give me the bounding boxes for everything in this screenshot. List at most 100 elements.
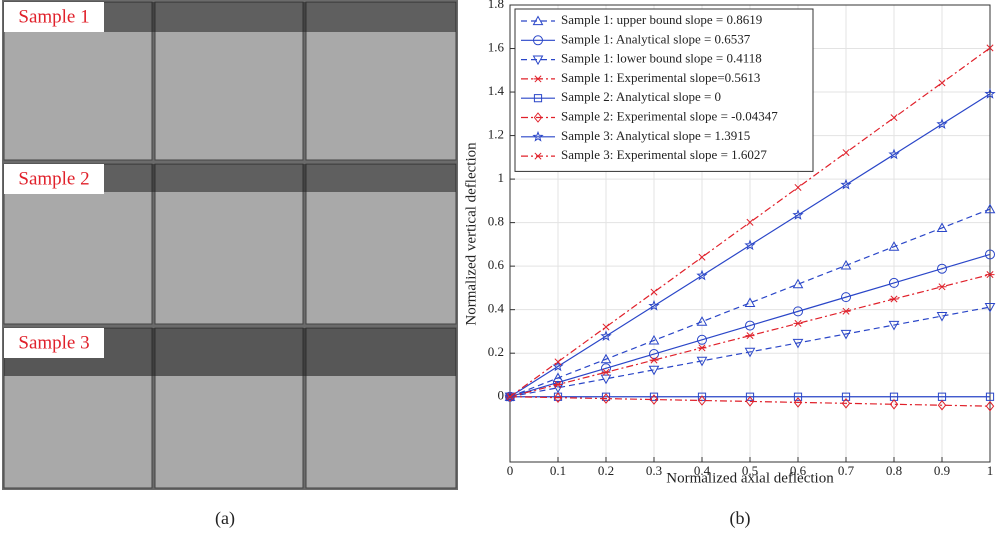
legend-box <box>514 8 814 172</box>
marker <box>745 396 755 407</box>
y-tick-label: 1.8 <box>488 0 504 11</box>
marker <box>841 292 852 303</box>
marker <box>506 393 514 401</box>
x-tick-label: 1 <box>987 463 994 478</box>
marker <box>648 299 660 311</box>
marker <box>985 400 995 412</box>
marker <box>554 358 562 366</box>
marker <box>984 302 996 313</box>
marker <box>793 319 803 327</box>
series-line <box>509 306 991 398</box>
legend-marker <box>534 152 542 160</box>
y-axis-label: Normalized vertical deflection <box>463 142 479 326</box>
marker <box>986 44 994 52</box>
sample-label: Sample 1 <box>18 6 89 27</box>
series-line <box>509 396 991 407</box>
marker <box>842 149 850 157</box>
x-tick-label: 0.5 <box>742 463 758 478</box>
marker <box>793 306 804 317</box>
marker <box>841 398 851 409</box>
plot-frame <box>509 4 991 463</box>
marker <box>937 283 947 291</box>
marker <box>890 114 898 122</box>
x-tick-label: 0.9 <box>934 463 950 478</box>
marker <box>696 269 708 281</box>
marker <box>650 288 658 296</box>
marker <box>888 320 900 331</box>
x-tick-label: 0 <box>507 463 514 478</box>
legend-label: Sample 2: Analytical slope = 0 <box>561 89 721 104</box>
marker <box>696 356 708 367</box>
marker <box>985 271 995 279</box>
marker <box>744 239 756 251</box>
marker <box>793 392 803 401</box>
marker <box>937 263 948 274</box>
legend-label: Sample 1: upper bound slope = 0.8619 <box>561 12 762 27</box>
marker <box>889 392 899 401</box>
marker <box>504 390 516 402</box>
marker <box>553 392 563 403</box>
y-tick-label: 1.6 <box>488 40 505 55</box>
label-box <box>4 164 104 194</box>
x-tick-label: 0.6 <box>790 463 807 478</box>
marker <box>649 356 659 364</box>
legend-label: Sample 2: Experimental slope = -0.04347 <box>561 108 778 123</box>
legend-label: Sample 3: Analytical slope = 1.3915 <box>561 128 750 143</box>
sample-label: Sample 3 <box>18 332 89 353</box>
series-line <box>509 253 991 398</box>
x-tick-label: 0.8 <box>886 463 902 478</box>
y-tick-label: 1.2 <box>488 127 504 142</box>
legend-marker <box>533 94 543 103</box>
marker <box>601 393 611 404</box>
marker <box>937 399 947 411</box>
legend-marker <box>532 130 544 142</box>
marker <box>600 374 612 385</box>
marker <box>984 203 996 214</box>
marker <box>649 394 659 405</box>
marker <box>937 392 947 401</box>
marker <box>553 377 564 388</box>
x-tick-label: 0.2 <box>598 463 614 478</box>
sample-label: Sample 2 <box>18 168 89 189</box>
marker <box>794 183 802 191</box>
legend-marker <box>533 35 544 46</box>
y-tick-label: 0.4 <box>488 301 505 316</box>
y-tick-label: 0.8 <box>488 214 504 229</box>
legend-marker <box>533 75 543 83</box>
marker <box>600 330 612 341</box>
marker <box>840 329 852 340</box>
label-box <box>4 2 104 32</box>
caption: (a) <box>215 508 235 529</box>
marker <box>792 338 804 349</box>
series-line <box>509 208 991 398</box>
y-tick-label: 1.4 <box>488 83 505 98</box>
marker <box>841 307 851 315</box>
marker <box>744 347 756 358</box>
marker <box>744 297 756 308</box>
legend-marker <box>532 15 544 26</box>
marker <box>841 392 851 401</box>
caption: (b) <box>730 508 751 529</box>
x-tick-label: 0.7 <box>838 463 855 478</box>
y-tick-label: 0 <box>498 388 505 403</box>
marker <box>888 241 900 251</box>
y-tick-label: 1 <box>498 170 505 185</box>
marker <box>600 353 612 364</box>
marker <box>648 365 660 376</box>
marker <box>602 323 610 331</box>
series-line <box>509 93 991 398</box>
marker <box>888 148 900 160</box>
legend-marker <box>532 55 544 66</box>
legend-label: Sample 3: Experimental slope = 1.6027 <box>561 147 767 162</box>
marker <box>745 320 756 331</box>
marker <box>984 87 996 99</box>
marker <box>792 278 804 289</box>
legend-label: Sample 1: lower bound slope = 0.4118 <box>561 51 762 66</box>
marker <box>889 398 899 410</box>
marker <box>936 118 948 129</box>
photo-panel: Sample 1 Sample 2 Sample 3 (a) <box>2 0 458 529</box>
marker <box>552 372 564 383</box>
marker <box>745 332 755 340</box>
legend-label: Sample 1: Analytical slope = 0.6537 <box>561 31 751 46</box>
